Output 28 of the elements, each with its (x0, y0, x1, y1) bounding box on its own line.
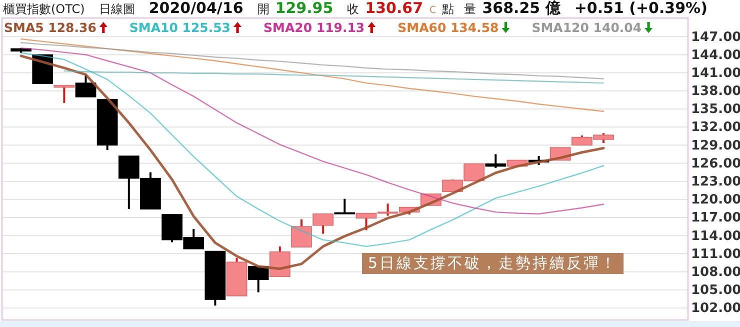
line-series (20, 42, 604, 80)
candlestick (334, 198, 356, 215)
line-series (64, 70, 604, 84)
text: SMA20 119.13 (264, 20, 365, 35)
candlestick (291, 218, 312, 248)
text: 量 (464, 2, 476, 16)
candlestick (312, 212, 334, 235)
text: 2020/04/16 (148, 0, 244, 17)
text: 收 (347, 2, 360, 16)
text: c (429, 2, 436, 17)
chart-title: 櫃買指數(OTC) (3, 2, 85, 16)
candlestick (485, 153, 506, 170)
text: 368.25 億 (482, 0, 562, 17)
line-series (20, 38, 604, 112)
text: 開 (257, 2, 270, 16)
text: +0.51 (+0.39%) (574, 0, 708, 17)
text: 點 (441, 2, 454, 16)
candlestick (75, 74, 96, 98)
text: 130.67 (365, 0, 424, 17)
candlestick (54, 84, 75, 104)
candlestick (248, 265, 269, 294)
chart-subtitle: 日線圖 (98, 2, 135, 16)
text: SMA10 125.53 (129, 20, 231, 35)
text: 129.95 (275, 0, 334, 17)
text: SMA5 128.36 (4, 20, 97, 35)
text: SMA120 140.04 (532, 20, 642, 35)
annotation: 5日線支撐不破，走勢持續反彈！ (368, 254, 618, 272)
text: SMA60 134.58 (398, 20, 499, 35)
